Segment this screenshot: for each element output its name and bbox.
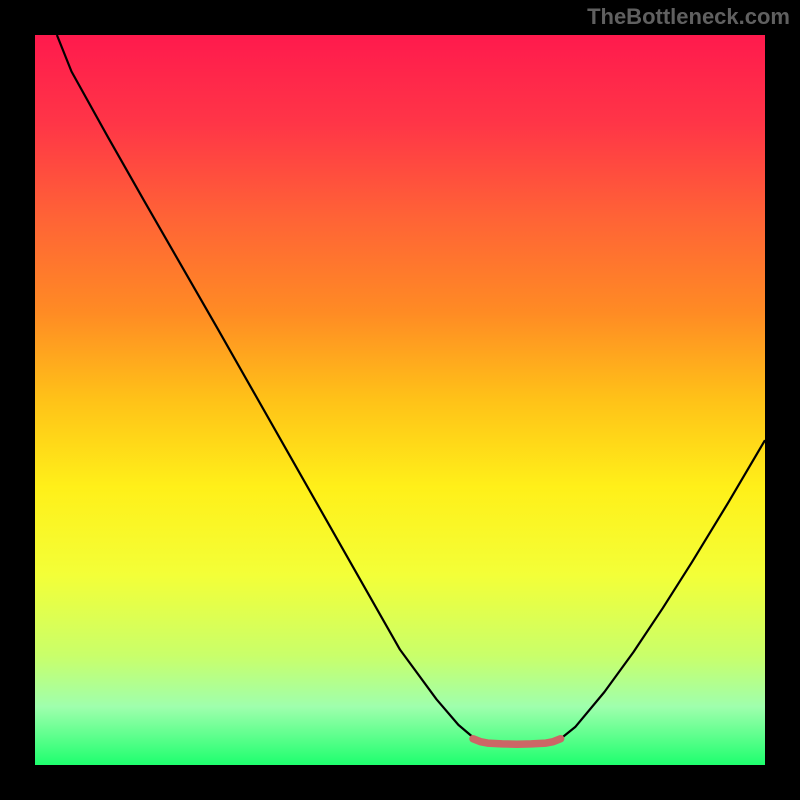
gradient-background [35, 35, 765, 765]
plot-svg [35, 35, 765, 765]
plot-area [35, 35, 765, 765]
chart-frame: TheBottleneck.com [0, 0, 800, 800]
attribution-text: TheBottleneck.com [587, 4, 790, 30]
